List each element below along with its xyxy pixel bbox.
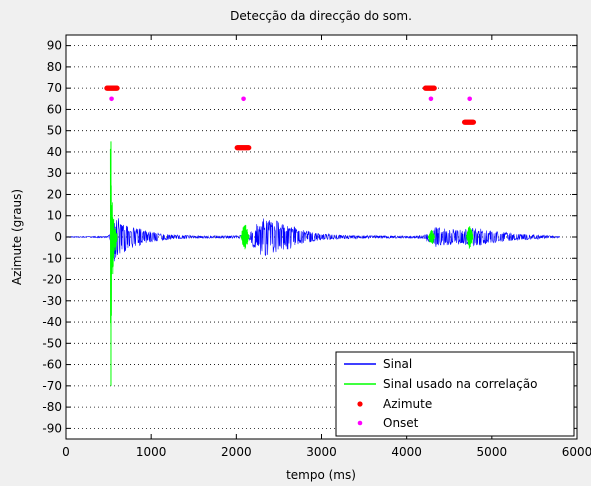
x-tick-label: 1000 xyxy=(136,445,167,459)
y-tick-label: 40 xyxy=(47,145,62,159)
axis-ticks: 90 80 70 60 50 40 30 20 10 0 -10 -20 -30 -40 -50 -60 -70… xyxy=(42,35,591,459)
y-tick-label: 70 xyxy=(47,81,62,95)
legend-box xyxy=(335,351,575,437)
y-tick-label: 20 xyxy=(47,187,62,201)
onset-point xyxy=(467,96,472,102)
correlation-signal-series xyxy=(109,141,474,386)
signal-line xyxy=(65,218,561,262)
x-axis-label: tempo (ms) xyxy=(286,468,356,482)
azimute-markers xyxy=(104,85,477,151)
y-tick-label: -10 xyxy=(42,251,62,265)
x-tick-label: 6000 xyxy=(562,445,591,459)
y-tick-label: -70 xyxy=(42,379,62,393)
x-tick-label: 2000 xyxy=(221,445,252,459)
y-tick-label: -80 xyxy=(42,400,62,414)
azimute-point xyxy=(470,119,477,125)
correlation-segment xyxy=(427,229,436,245)
y-tick-label: 50 xyxy=(47,124,62,138)
y-tick-label: 60 xyxy=(47,102,62,116)
legend-label-onset: Onset xyxy=(383,416,419,430)
onset-markers xyxy=(109,96,472,102)
chart-title: Detecção da direcção do som. xyxy=(230,9,412,23)
onset-point xyxy=(241,96,246,102)
y-tick-label: -30 xyxy=(42,294,62,308)
legend-marker-onset xyxy=(357,420,363,426)
correlation-segment xyxy=(466,226,474,249)
azimute-point xyxy=(114,85,120,91)
y-tick-label: 0 xyxy=(54,230,62,244)
azimute-point xyxy=(246,145,252,151)
legend-label-sinal: Sinal xyxy=(383,357,412,371)
y-tick-label: 90 xyxy=(47,39,62,53)
y-tick-label: -40 xyxy=(42,315,62,329)
legend: Sinal Sinal usado na correlação Azimute … xyxy=(335,351,575,437)
correlation-segment xyxy=(240,224,250,250)
x-tick-label: 5000 xyxy=(477,445,508,459)
y-tick-label: 30 xyxy=(47,166,62,180)
azimute-point xyxy=(431,85,437,91)
legend-marker-azimute xyxy=(357,401,363,407)
y-tick-label: -90 xyxy=(42,421,62,435)
onset-point xyxy=(109,96,114,102)
y-tick-label: 10 xyxy=(47,209,62,223)
correlation-segment xyxy=(109,148,118,327)
y-tick-label: -50 xyxy=(42,336,62,350)
y-tick-label: -20 xyxy=(42,273,62,287)
x-tick-label: 4000 xyxy=(391,445,422,459)
y-tick-label: 80 xyxy=(47,60,62,74)
y-axis-label: Azimute (graus) xyxy=(10,189,24,285)
onset-point xyxy=(428,96,434,102)
x-tick-label: 0 xyxy=(62,445,70,459)
signal-series xyxy=(65,218,561,262)
legend-label-correlacao: Sinal usado na correlação xyxy=(383,377,538,391)
x-tick-label: 3000 xyxy=(306,445,337,459)
legend-label-azimute: Azimute xyxy=(383,397,432,411)
y-tick-label: -60 xyxy=(42,358,62,372)
